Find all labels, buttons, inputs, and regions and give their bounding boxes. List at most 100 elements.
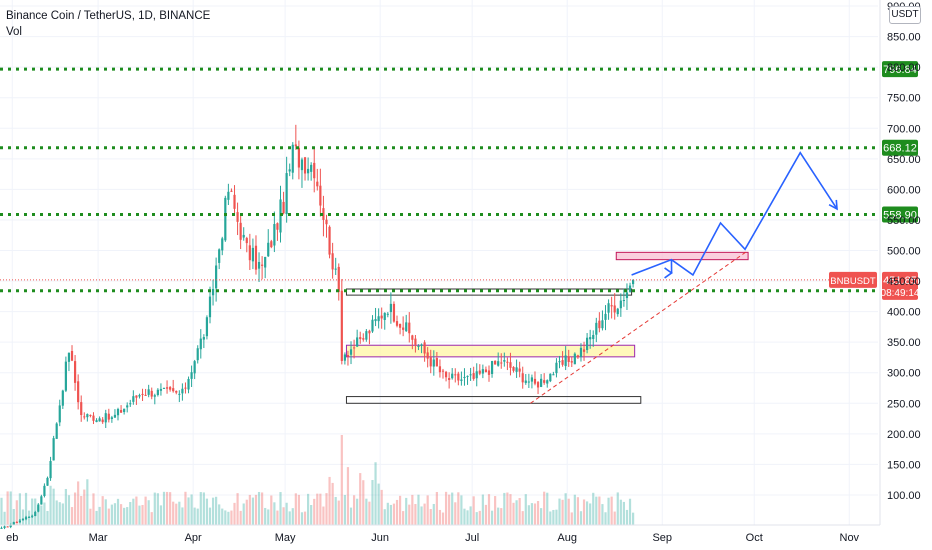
- candle-body: [95, 420, 98, 423]
- candle-body: [530, 377, 534, 382]
- candle-body: [83, 416, 86, 418]
- candle-body: [162, 387, 166, 389]
- candle-body: [3, 526, 6, 528]
- volume-bar: [343, 494, 346, 525]
- candle-body: [420, 344, 423, 346]
- volume-bar: [184, 491, 187, 525]
- candle-body: [251, 247, 255, 262]
- candle-body: [15, 521, 18, 523]
- volume-bar: [9, 491, 12, 525]
- volume-bar: [337, 500, 340, 525]
- candle-body: [43, 485, 46, 497]
- volume-bar: [165, 491, 169, 525]
- candle-body: [518, 368, 521, 372]
- candle-body: [264, 256, 267, 268]
- candle-body: [331, 253, 334, 270]
- volume-bar: [389, 504, 392, 525]
- candle-body: [169, 387, 172, 390]
- level-tag: [882, 206, 918, 223]
- volume-bar: [0, 497, 3, 525]
- candle-body: [181, 388, 184, 394]
- candle-body: [175, 390, 178, 393]
- candle-body: [524, 380, 527, 383]
- candle-body: [300, 159, 304, 171]
- volume-bar: [490, 510, 494, 525]
- candle-body: [334, 268, 337, 270]
- candle-body: [506, 361, 509, 363]
- candle-body: [392, 303, 396, 322]
- volume-bar: [31, 498, 34, 525]
- volume-bar: [49, 485, 52, 525]
- candle-body: [165, 387, 169, 389]
- volume-bar: [199, 492, 202, 525]
- candle-body: [533, 378, 537, 384]
- candle-body: [613, 305, 616, 313]
- candle-body: [313, 162, 316, 179]
- level-lines: 796.84668.12558.90434.08BNBUSDT451.8508:…: [0, 61, 920, 300]
- volume-bar: [172, 501, 175, 525]
- volume-bar: [524, 494, 527, 525]
- level-tag: [882, 61, 918, 78]
- y-tick-label: 550.00: [887, 215, 921, 227]
- volume-bar: [536, 500, 540, 525]
- candle-body: [512, 367, 515, 371]
- candle-body: [607, 303, 610, 313]
- candle-body: [270, 241, 273, 248]
- candle-body: [288, 169, 291, 172]
- volume-bar: [297, 494, 301, 525]
- candle-body: [487, 370, 491, 375]
- volume-bar: [233, 502, 236, 525]
- symbol-tag: [829, 271, 877, 288]
- volume-bar: [414, 504, 417, 525]
- candle-body: [610, 305, 613, 307]
- candle-body: [444, 371, 448, 378]
- candle-body: [457, 373, 460, 381]
- volume-bar: [58, 502, 61, 525]
- volume-bar: [89, 508, 92, 525]
- candle-body: [604, 313, 607, 320]
- volume-bar: [383, 509, 386, 525]
- axes: 100.00 150.00 200.00 250.00 300.00 350.00 400.…: [0, 0, 921, 544]
- candle-body: [110, 417, 113, 419]
- volume-bar: [43, 502, 46, 525]
- y-tick-label: 400.00: [887, 307, 921, 319]
- volume-label[interactable]: Vol: [6, 26, 22, 38]
- volume-bar: [558, 498, 561, 525]
- candle-body: [126, 405, 129, 408]
- y-tick-label: 100.00: [887, 490, 921, 502]
- y-tick-label: 350.00: [887, 337, 921, 349]
- candle-body: [494, 360, 497, 365]
- volume-bar: [377, 483, 380, 525]
- volume-bar: [291, 508, 294, 525]
- countdown-label: 08:49:14: [881, 288, 920, 299]
- candle-body: [558, 361, 561, 363]
- candle-body: [371, 319, 374, 332]
- volume-bar: [282, 507, 285, 525]
- volume-bar: [113, 503, 117, 525]
- volume-bar: [595, 496, 598, 525]
- volume-bar: [598, 496, 601, 525]
- volume-bar: [303, 511, 307, 525]
- volume-bar: [153, 492, 156, 525]
- volume-bar: [380, 489, 383, 525]
- volume-bar: [135, 496, 138, 525]
- candle-body: [460, 379, 463, 381]
- volume-bar: [325, 493, 328, 525]
- volume-bar: [310, 505, 313, 525]
- level-label: 796.84: [883, 64, 917, 76]
- candle-body: [24, 517, 28, 520]
- candle-body: [267, 242, 270, 257]
- volume-bar: [202, 492, 205, 525]
- candle-body: [147, 389, 150, 395]
- candle-body: [236, 212, 239, 222]
- volume-bar: [156, 493, 159, 525]
- candle-body: [586, 337, 589, 350]
- candle-body: [500, 362, 503, 364]
- volume-bar: [515, 500, 518, 525]
- x-tick-label: eb: [6, 532, 18, 544]
- candle-body: [40, 496, 43, 505]
- currency-badge[interactable]: USDT: [889, 6, 921, 24]
- candle-body: [469, 374, 472, 376]
- candle-body: [172, 388, 175, 392]
